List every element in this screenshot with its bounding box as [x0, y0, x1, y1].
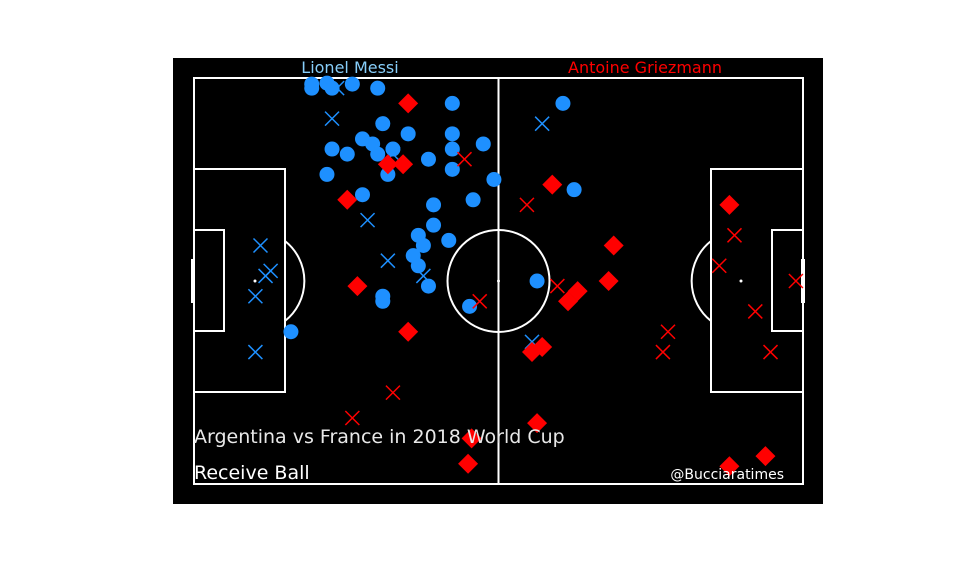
- griezmann-successful-diamond-point-5: [719, 194, 740, 215]
- griezmann-successful-diamond-point-0: [398, 93, 419, 114]
- messi-successful-circle-point-1: [304, 80, 320, 96]
- griezmann-unsuccessful-x-point-0: [456, 151, 473, 167]
- chart-title: Argentina vs France in 2018 World Cup: [194, 426, 565, 448]
- griezmann-successful-diamond-point-1: [377, 154, 398, 175]
- griezmann-unsuccessful-x-point-1: [519, 197, 535, 213]
- credit-label: @Bucciaratimes: [670, 467, 784, 483]
- messi-unsuccessful-x-point-7: [247, 288, 263, 304]
- messi-successful-circle-point-17: [319, 166, 335, 182]
- chart-subtitle: Receive Ball: [194, 462, 310, 484]
- left-penalty-spot: [253, 279, 257, 283]
- messi-successful-circle-point-20: [444, 141, 460, 157]
- griezmann-unsuccessful-x-point-7: [660, 324, 676, 340]
- right-penalty-arc: [690, 240, 712, 322]
- messi-successful-circle-point-22: [475, 136, 491, 152]
- griezmann-unsuccessful-x-point-6: [747, 303, 763, 319]
- messi-successful-circle-point-3: [324, 80, 340, 96]
- messi-successful-circle-point-23: [486, 172, 502, 187]
- left-penalty-arc: [284, 240, 306, 322]
- griezmann-successful-diamond-point-17: [719, 456, 740, 477]
- messi-successful-circle-point-8: [324, 141, 340, 157]
- griezmann-successful-diamond-point-6: [603, 235, 624, 256]
- griezmann-successful-diamond-point-7: [598, 271, 619, 291]
- griezmann-successful-diamond-point-3: [337, 189, 358, 210]
- griezmann-successful-diamond-point-4: [542, 174, 563, 195]
- center-spot: [497, 279, 500, 283]
- griezmann-unsuccessful-x-point-10: [788, 273, 804, 289]
- messi-successful-circle-point-19: [444, 126, 460, 142]
- messi-unsuccessful-x-point-4: [252, 237, 269, 254]
- right-goal: [801, 259, 805, 303]
- messi-successful-circle-point-12: [370, 146, 386, 162]
- pitch-markings: [191, 77, 805, 485]
- griezmann-successful-diamond-point-18: [755, 446, 776, 467]
- data-marks: [247, 75, 804, 477]
- griezmann-successful-diamond-point-9: [558, 291, 579, 312]
- griezmann-unsuccessful-x-point-12: [344, 410, 360, 426]
- griezmann-successful-diamond-point-11: [398, 321, 419, 342]
- left-goal: [191, 259, 195, 303]
- player-label-messi: Lionel Messi: [301, 58, 398, 77]
- messi-successful-circle-point-15: [400, 126, 416, 142]
- messi-unsuccessful-x-point-1: [324, 111, 340, 127]
- griezmann-successful-diamond-point-16: [458, 453, 479, 474]
- griezmann-successful-diamond-point-2: [393, 154, 414, 175]
- messi-successful-circle-point-21: [444, 161, 460, 177]
- messi-successful-circle-point-14: [385, 141, 401, 157]
- griezmann-unsuccessful-x-point-8: [655, 344, 671, 360]
- messi-unsuccessful-x-point-0: [329, 80, 345, 96]
- messi-successful-circle-point-24: [566, 182, 582, 198]
- messi-successful-circle-point-6: [444, 95, 460, 111]
- griezmann-successful-diamond-point-15: [461, 428, 482, 449]
- griezmann-successful-diamond-point-14: [527, 413, 548, 434]
- messi-successful-circle-point-13: [375, 116, 391, 132]
- messi-successful-circle-point-34: [420, 278, 436, 294]
- messi-successful-circle-point-4: [344, 76, 360, 92]
- messi-successful-circle-point-36: [375, 293, 391, 309]
- messi-successful-circle-point-28: [426, 217, 442, 233]
- griezmann-unsuccessful-x-point-4: [549, 278, 565, 294]
- messi-unsuccessful-x-point-8: [380, 253, 396, 269]
- messi-unsuccessful-x-point-9: [415, 268, 431, 284]
- player-label-griezmann: Antoine Griezmann: [568, 58, 722, 77]
- griezmann-unsuccessful-x-point-5: [472, 293, 488, 309]
- messi-successful-circle-point-7: [555, 95, 571, 111]
- messi-successful-circle-point-38: [462, 298, 478, 314]
- griezmann-successful-diamond-point-13: [532, 336, 553, 357]
- messi-successful-circle-point-33: [410, 258, 426, 274]
- messi-successful-circle-point-5: [370, 80, 386, 96]
- griezmann-unsuccessful-x-point-2: [726, 227, 743, 243]
- messi-successful-circle-point-31: [441, 232, 457, 248]
- messi-successful-circle-point-18: [420, 151, 436, 167]
- center-circle: [446, 229, 551, 333]
- messi-successful-circle-point-27: [465, 192, 481, 208]
- messi-successful-circle-point-30: [415, 237, 431, 253]
- messi-successful-circle-point-39: [283, 324, 299, 340]
- messi-unsuccessful-x-point-10: [247, 344, 263, 360]
- messi-unsuccessful-x-point-2: [534, 116, 550, 132]
- griezmann-unsuccessful-x-point-9: [762, 344, 779, 360]
- messi-successful-circle-point-37: [529, 273, 545, 289]
- griezmann-successful-diamond-point-10: [347, 276, 368, 297]
- messi-successful-circle-point-9: [339, 146, 355, 162]
- griezmann-unsuccessful-x-point-11: [385, 385, 401, 401]
- griezmann-unsuccessful-x-point-3: [711, 258, 727, 274]
- messi-unsuccessful-x-point-3: [360, 212, 376, 228]
- messi-unsuccessful-x-point-6: [258, 268, 274, 284]
- messi-successful-circle-point-25: [354, 187, 370, 203]
- messi-successful-circle-point-26: [426, 197, 442, 213]
- messi-successful-circle-point-16: [380, 166, 396, 182]
- right-penalty-spot: [739, 279, 743, 283]
